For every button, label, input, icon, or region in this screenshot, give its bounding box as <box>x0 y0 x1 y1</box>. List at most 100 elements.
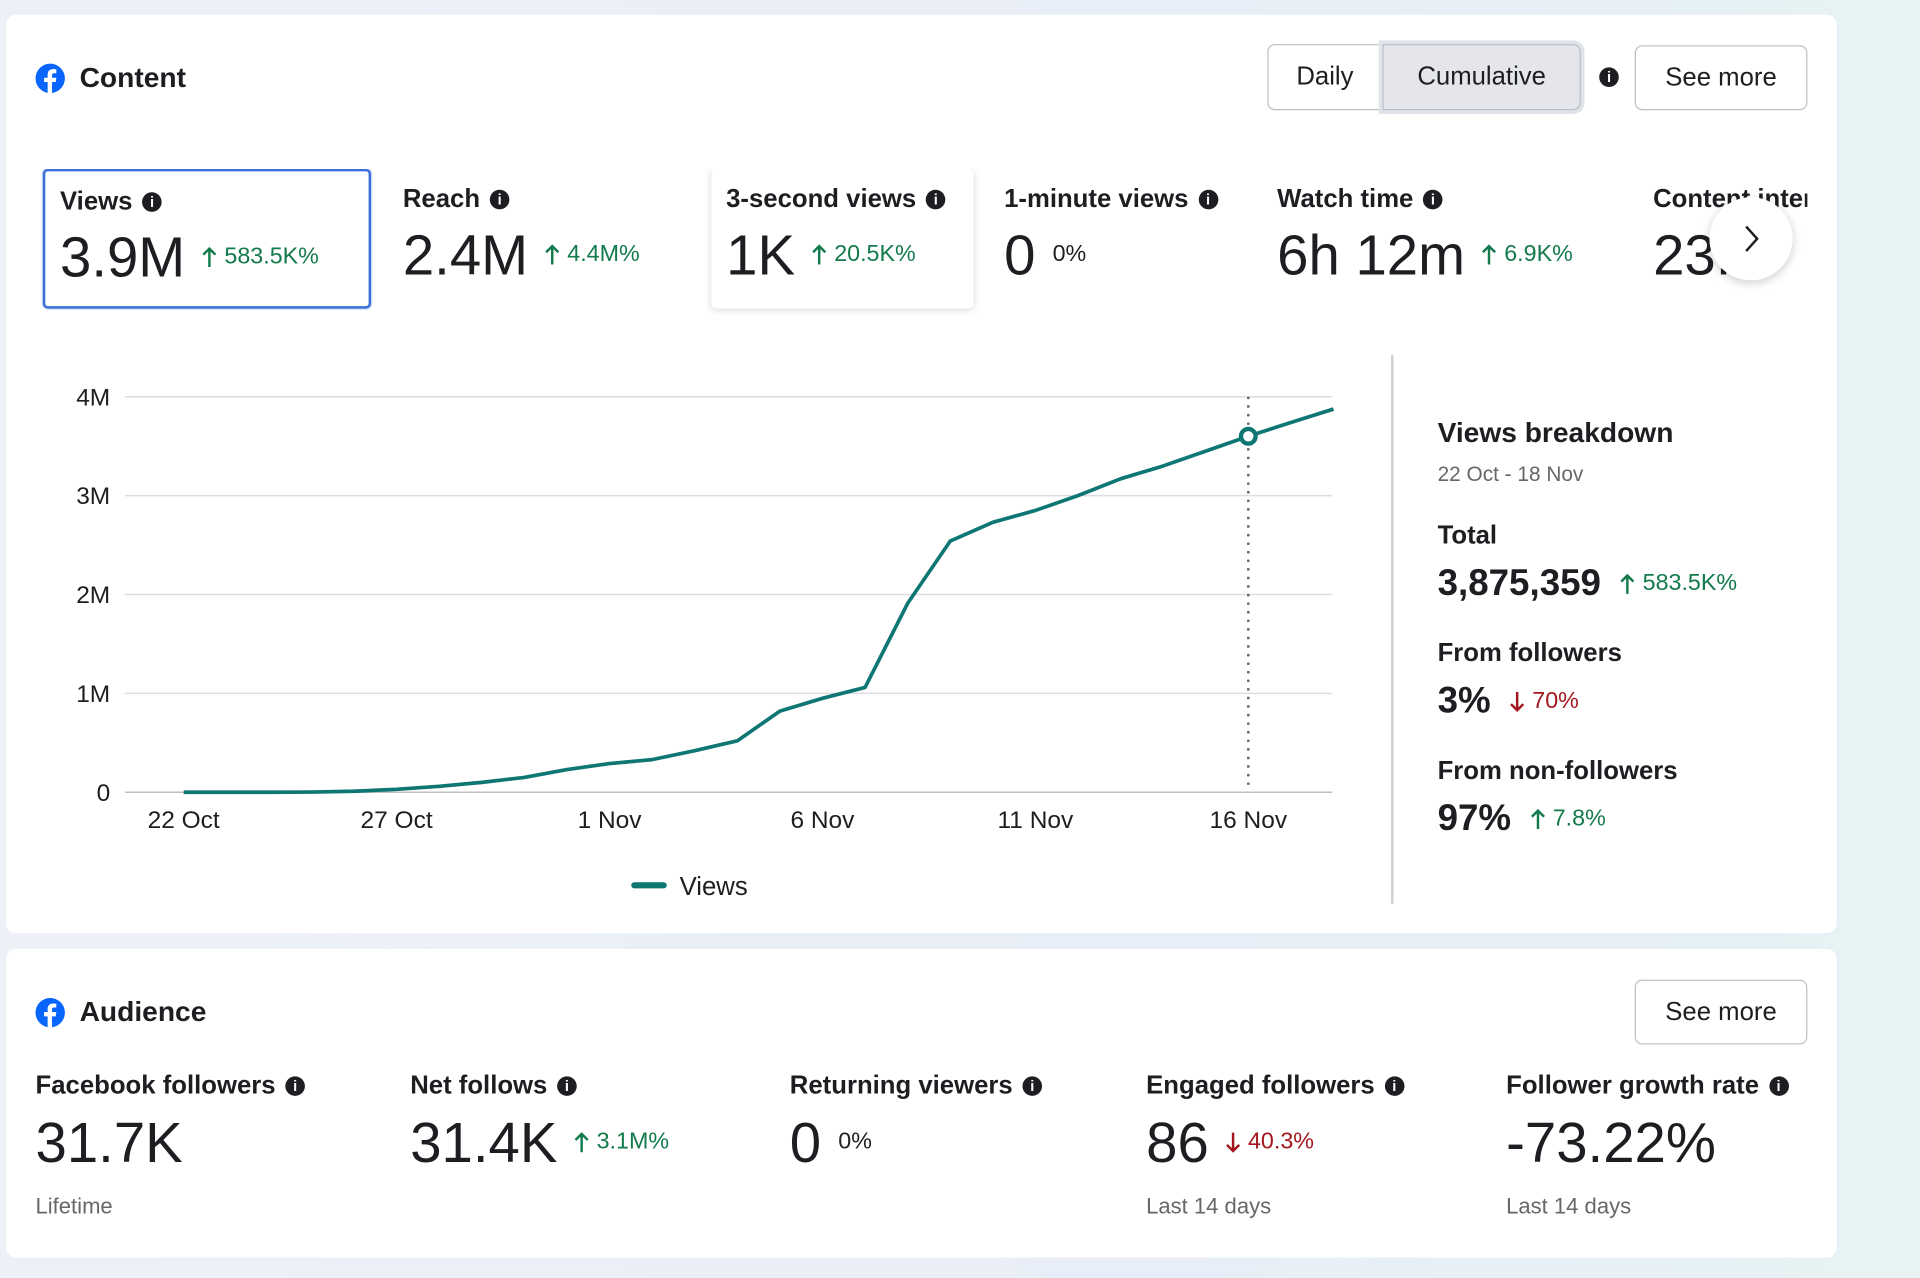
metric-value: 0 <box>1004 222 1036 287</box>
info-icon: i <box>1423 189 1443 210</box>
metric-footnote: Last 14 days <box>1506 1193 1632 1219</box>
metric-value-row: 3.9M 583.5K% <box>60 224 354 290</box>
fb-icon <box>35 997 65 1028</box>
audience-card: Audience See more Facebook followers i 31.… <box>6 948 1837 1258</box>
metric-label-text: Returning viewers <box>789 1071 1013 1100</box>
next-button[interactable] <box>1709 197 1793 281</box>
divider <box>1391 355 1394 904</box>
breakdown-value-row: 97% 7.8% <box>1438 798 1606 840</box>
trend-arrow <box>1482 244 1497 265</box>
metric-value-row: 86 40.3% <box>1146 1108 1404 1177</box>
change: 583.5K% <box>202 243 319 271</box>
metric-label-text: Net follows <box>410 1071 548 1100</box>
metric-value-row: 6h 12m 6.9K% <box>1277 222 1603 288</box>
metric-label-text: Views <box>60 187 133 216</box>
metric-label: Returning viewers i <box>789 1071 1043 1100</box>
trend-arrow <box>1510 691 1525 712</box>
metric-tile[interactable]: Watch time i 6h 12m 6.9K% <box>1262 169 1617 309</box>
info-icon: i <box>926 189 946 210</box>
change-value: 0% <box>1052 241 1087 267</box>
legend-label: Views <box>680 873 748 901</box>
see-more-button[interactable]: See more <box>1634 45 1808 111</box>
metric-label: Follower growth rate i <box>1506 1071 1789 1100</box>
x-tick-label: 27 Oct <box>361 807 433 834</box>
hover-point <box>1238 426 1258 446</box>
see-more-button[interactable]: See more <box>1634 979 1808 1045</box>
metric-label-text: Reach <box>402 184 481 214</box>
metric-label-text: Engaged followers <box>1146 1071 1375 1100</box>
change-value: 0% <box>838 1128 872 1155</box>
y-tick-label: 2M <box>76 582 110 609</box>
change-value: 583.5K% <box>1642 570 1738 597</box>
metric-label-text: 1-minute views <box>1004 184 1189 214</box>
y-tick-label: 0 <box>97 780 111 807</box>
change-value: 583.5K% <box>224 243 319 270</box>
breakdown-range: 22 Oct - 18 Nov <box>1437 462 1584 487</box>
breakdown-value-row: 3% 70% <box>1438 681 1579 723</box>
metric-tile[interactable]: 1-minute views i 0 0% <box>989 169 1246 309</box>
metric-value: 31.7K <box>35 1110 183 1175</box>
arrow-path <box>1226 1132 1241 1153</box>
audience-metric: Returning viewers i 0 0% <box>789 1071 1043 1176</box>
x-tick-label: 11 Nov <box>998 807 1074 834</box>
metric-value: 86 <box>1146 1110 1209 1175</box>
arrow-path <box>1531 808 1546 829</box>
audience-metrics: Facebook followers i 31.7K Lifetime Net foll… <box>6 1071 1837 1242</box>
metric-label-text: Follower growth rate <box>1506 1071 1760 1100</box>
change-value: 40.3% <box>1247 1128 1314 1155</box>
change: 0% <box>1053 241 1087 268</box>
breakdown-value: 3,875,359 <box>1437 563 1601 604</box>
metric-value: 3.9M <box>60 225 186 289</box>
breakdown-label: From non-followers <box>1437 756 1678 785</box>
trend-arrow <box>1620 573 1635 594</box>
trend-arrow <box>1531 808 1546 829</box>
info-icon: i <box>1768 1076 1789 1096</box>
change: 6.9K% <box>1482 241 1573 268</box>
audience-metric: Facebook followers i 31.7K Lifetime <box>36 1071 305 1219</box>
line-chart: 0 1M 2M 3M 4M 22 Oct 27 Oct 1 Nov 6 Nov 11 Nov 16 … <box>76 384 1335 901</box>
y-tick-label: 1M <box>76 681 110 708</box>
breakdown-label: From followers <box>1437 639 1622 668</box>
toggle-button[interactable]: Daily <box>1267 44 1383 111</box>
breakdown-value-row: 3,875,359 583.5K% <box>1438 563 1738 605</box>
metric-value: 0 <box>789 1110 822 1175</box>
breakdown-value: 3% <box>1437 680 1491 722</box>
metric-label: Net follows i <box>410 1071 669 1100</box>
change: 3.1M% <box>574 1129 669 1156</box>
change: 0% <box>838 1129 872 1156</box>
metric-label: Engaged followers i <box>1146 1071 1405 1100</box>
toggle-button[interactable]: Cumulative <box>1382 44 1581 111</box>
change-value: 20.5K% <box>834 241 916 267</box>
metric-tile[interactable]: 3-second views i 1K 20.5K% <box>711 169 973 309</box>
change: 20.5K% <box>812 241 916 268</box>
y-tick-label: 4M <box>76 384 110 411</box>
change: 4.4M% <box>545 241 640 268</box>
info-icon: i <box>1384 1076 1405 1096</box>
breakdown-panel: Views breakdown 22 Oct - 18 Nov Total 3,875… <box>1438 416 1830 906</box>
trend-arrow <box>545 244 560 265</box>
metric-label: 3-second views i <box>726 185 959 214</box>
breakdown-label: Total <box>1437 521 1498 550</box>
metric-row: Views i 3.9M 583.5K% Reach i 2.4M 4.4M% 3-second… <box>6 168 1807 328</box>
metric-label: Watch time i <box>1277 185 1603 214</box>
info-icon: i <box>285 1076 305 1096</box>
arrow-path <box>1510 691 1525 712</box>
x-tick-label: 6 Nov <box>790 807 855 834</box>
arrow-path <box>545 244 560 265</box>
metric-tile[interactable]: Views i 3.9M 583.5K% <box>42 168 372 309</box>
change-value: 6.9K% <box>1504 241 1573 267</box>
series-line <box>183 407 1335 795</box>
trend-arrow <box>574 1132 589 1153</box>
metric-tile[interactable]: Reach i 2.4M 4.4M% <box>388 169 694 309</box>
info-icon: i <box>557 1076 577 1096</box>
metric-value-row: 2.4M 4.4M% <box>403 222 680 288</box>
x-tick-label: 22 Oct <box>148 807 220 834</box>
y-tick-label: 3M <box>76 483 110 510</box>
metric-footnote: Last 14 days <box>1146 1193 1272 1219</box>
content-card: Content Daily Cumulative i See more Views… <box>6 14 1837 934</box>
arrow-path <box>574 1132 589 1153</box>
change-value: 7.8% <box>1552 805 1606 832</box>
trend-arrow <box>812 244 827 265</box>
breakdown-title: Views breakdown <box>1437 416 1674 449</box>
